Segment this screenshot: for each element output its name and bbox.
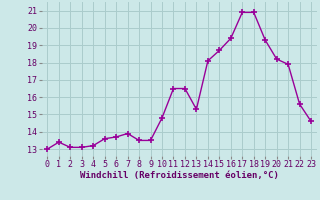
X-axis label: Windchill (Refroidissement éolien,°C): Windchill (Refroidissement éolien,°C) [80, 171, 279, 180]
